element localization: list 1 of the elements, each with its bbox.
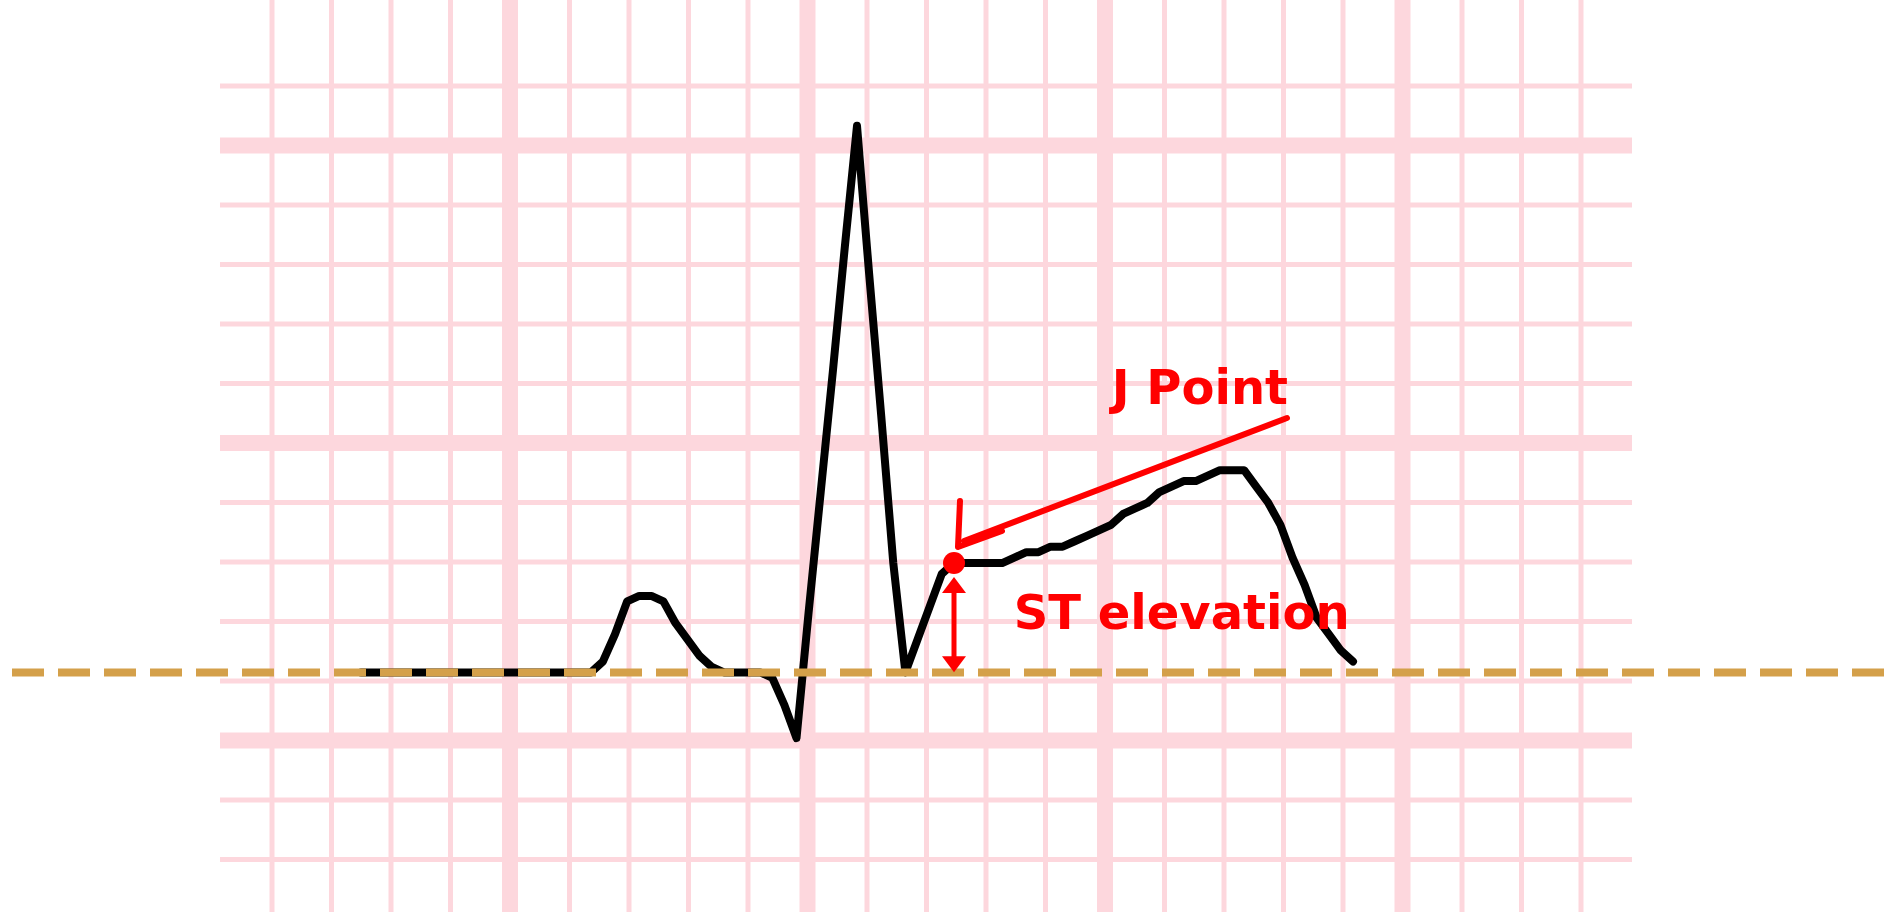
annotation: J Point [1111,359,1289,416]
